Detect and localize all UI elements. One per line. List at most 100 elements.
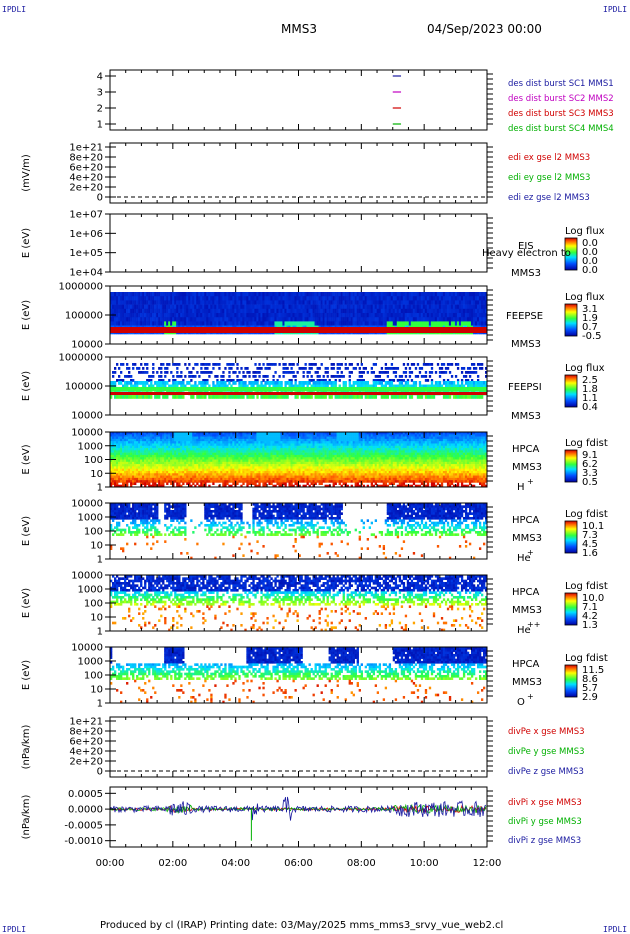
hpca-h-instrument-label: HPCA bbox=[512, 444, 540, 455]
hpca-h-panel-ylabel: E (eV) bbox=[21, 444, 32, 474]
x-axis-tick-label: 00:00 bbox=[96, 858, 125, 869]
hpca-he2-species-label: He bbox=[517, 625, 531, 636]
divpe-panel-y-tick-label: 0 bbox=[97, 767, 103, 778]
hpca-he2-panel-y-tick-label: 1 bbox=[97, 627, 103, 638]
hpca-o-panel-y-tick-label: 10000 bbox=[71, 643, 103, 654]
summary-plot: 4 3 2 1 des dist burst SC1 MMS1 des dist burs… bbox=[21, 69, 614, 869]
hpca-he2-panel-ylabel: E (eV) bbox=[21, 588, 32, 618]
hpca-he1-panel-y-tick-label: 1 bbox=[97, 555, 103, 566]
x-axis-tick-label: 06:00 bbox=[284, 858, 313, 869]
eis-panel-y-tick-label: 1e+04 bbox=[69, 268, 103, 279]
hpca-he1-colorbar-tick-label: 1.6 bbox=[582, 548, 598, 559]
hpca-h-panel-y-tick-label: 1000 bbox=[78, 441, 103, 452]
edi-panel-frame bbox=[109, 142, 488, 204]
hpca-he2-charge-label: ++ bbox=[527, 620, 540, 629]
edi-panel-y-tick-label: 6e+20 bbox=[69, 163, 103, 174]
divpi-panel-ylabel: (nPa/km) bbox=[21, 795, 32, 840]
eis-colorbar-tick-label: 0.0 bbox=[582, 256, 598, 267]
feepsi-panel-y-tick-label: 10000 bbox=[71, 411, 103, 422]
edi-panel-y-tick-label: 0 bbox=[97, 193, 103, 204]
divpe-panel-y-tick-label: 1e+21 bbox=[69, 717, 103, 728]
hpca-o-panel-ylabel: E (eV) bbox=[21, 660, 32, 690]
eis-panel-ylabel: E (eV) bbox=[21, 228, 32, 258]
hpca-he1-charge-label: + bbox=[527, 548, 534, 557]
hpca-h-species-label: H bbox=[517, 482, 525, 493]
hpca-o-colorbar-tick-label: 8.6 bbox=[582, 674, 598, 685]
divpi-legend-entry: divPi z gse MMS3 bbox=[508, 836, 581, 846]
hpca-h-spacecraft-label: MMS3 bbox=[512, 462, 542, 473]
hpca-o-panel-y-tick-label: 100 bbox=[84, 671, 103, 682]
burst-panel-y-tick-label: 2 bbox=[97, 104, 103, 115]
divpe-panel-frame bbox=[109, 716, 488, 778]
divpi-panel-y-tick-label: -0.0005 bbox=[64, 820, 103, 831]
burst-legend-entry: des dist burst SC3 MMS3 bbox=[508, 109, 614, 119]
burst-panel-y-tick-label: 4 bbox=[97, 72, 103, 83]
burst-legend-entry: des dist burst SC1 MMS1 bbox=[508, 79, 614, 89]
hpca-he2-panel-y-tick-label: 1000 bbox=[78, 585, 103, 596]
hpca-h-panel-y-tick-label: 10000 bbox=[71, 428, 103, 439]
edi-legend-entry: edi ey gse l2 MMS3 bbox=[508, 173, 590, 183]
hpca-he2-spacecraft-label: MMS3 bbox=[512, 605, 542, 616]
hpca-he2-colorbar-tick-label: 1.3 bbox=[582, 620, 598, 631]
hpca-he1-panel-y-tick-label: 10 bbox=[90, 541, 103, 552]
hpca-he1-colorbar-title: Log fdist bbox=[565, 509, 608, 520]
eis-colorbar-tick-label: 0.0 bbox=[582, 238, 598, 249]
hpca-he2-panel-y-tick-label: 10 bbox=[90, 613, 103, 624]
hpca-h-colorbar bbox=[564, 449, 578, 483]
eis-colorbar bbox=[564, 237, 578, 271]
feepsi-colorbar bbox=[564, 374, 578, 408]
hpca-h-panel-y-tick-label: 1 bbox=[97, 483, 103, 494]
hpca-he1-instrument-label: HPCA bbox=[512, 515, 540, 526]
feepsi-colorbar-tick-label: 2.5 bbox=[582, 375, 598, 386]
eis-overlay-label: Heavy electron to bbox=[482, 248, 571, 259]
x-axis-tick-label: 12:00 bbox=[473, 858, 502, 869]
hpca-h-panel-y-tick-label: 100 bbox=[84, 455, 103, 466]
feepse-colorbar-tick-label: 3.1 bbox=[582, 304, 598, 315]
hpca-he1-panel-y-tick-label: 10000 bbox=[71, 499, 103, 510]
hpca-he1-colorbar-tick-label: 7.3 bbox=[582, 530, 598, 541]
hpca-h-charge-label: + bbox=[527, 477, 534, 486]
corner-label-top-left: IPDLI bbox=[2, 5, 27, 14]
feepsi-panel-y-tick-label: 100000 bbox=[65, 382, 103, 393]
feepse-colorbar-tick-label: 0.7 bbox=[582, 322, 598, 333]
divpi-legend-entry: divPi x gse MMS3 bbox=[508, 798, 582, 808]
eis-colorbar-title: Log flux bbox=[565, 226, 605, 237]
spacecraft-title: MMS3 bbox=[281, 22, 317, 36]
hpca-o-colorbar bbox=[564, 664, 578, 698]
x-axis-tick-label: 10:00 bbox=[410, 858, 439, 869]
hpca-o-colorbar-title: Log fdist bbox=[565, 653, 608, 664]
divpe-legend-entry: divPe x gse MMS3 bbox=[508, 727, 585, 737]
hpca-he2-colorbar-tick-label: 10.0 bbox=[582, 593, 604, 604]
hpca-he1-panel-y-tick-label: 1000 bbox=[78, 513, 103, 524]
hpca-he1-panel-y-tick-label: 100 bbox=[84, 527, 103, 538]
hpca-he2-panel-y-tick-label: 10000 bbox=[71, 571, 103, 582]
feepse-low-energy-band bbox=[110, 327, 487, 333]
burst-legend-entry: des dist burst SC2 MMS2 bbox=[508, 94, 614, 104]
edi-panel-y-tick-label: 8e+20 bbox=[69, 153, 103, 164]
hpca-he2-panel-y-tick-label: 100 bbox=[84, 599, 103, 610]
corner-label-bottom-left: IPDLI bbox=[2, 925, 27, 934]
divpi-panel-y-tick-label: 0.0000 bbox=[68, 805, 103, 816]
hpca-he2-colorbar bbox=[564, 592, 578, 626]
hpca-he1-colorbar bbox=[564, 520, 578, 554]
eis-panel-y-tick-label: 1e+05 bbox=[69, 248, 103, 259]
hpca-he2-instrument-label: HPCA bbox=[512, 587, 540, 598]
edi-panel-ylabel: (mV/m) bbox=[21, 154, 32, 192]
feepse-colorbar-title: Log flux bbox=[565, 292, 605, 303]
eis-spacecraft-label: MMS3 bbox=[511, 268, 541, 279]
edi-panel-y-tick-label: 1e+21 bbox=[69, 143, 103, 154]
feepsi-panel-ylabel: E (eV) bbox=[21, 371, 32, 401]
feepsi-spacecraft-label: MMS3 bbox=[511, 411, 541, 422]
hpca-h-colorbar-tick-label: 3.3 bbox=[582, 468, 598, 479]
feepse-panel-ylabel: E (eV) bbox=[21, 300, 32, 330]
eis-instrument-label: EIS bbox=[518, 241, 534, 252]
corner-label-bottom-right: IPDLI bbox=[603, 925, 628, 934]
feepse-colorbar bbox=[564, 303, 578, 337]
burst-panel-y-tick-label: 1 bbox=[97, 120, 103, 131]
hpca-o-colorbar-tick-label: 11.5 bbox=[582, 665, 604, 676]
hpca-he1-colorbar-tick-label: 4.5 bbox=[582, 539, 598, 550]
date-title: 04/Sep/2023 00:00 bbox=[427, 22, 542, 36]
divpi-panel-frame bbox=[109, 786, 488, 848]
feepsi-colorbar-title: Log flux bbox=[565, 363, 605, 374]
eis-panel-y-tick-label: 1e+06 bbox=[69, 229, 103, 240]
